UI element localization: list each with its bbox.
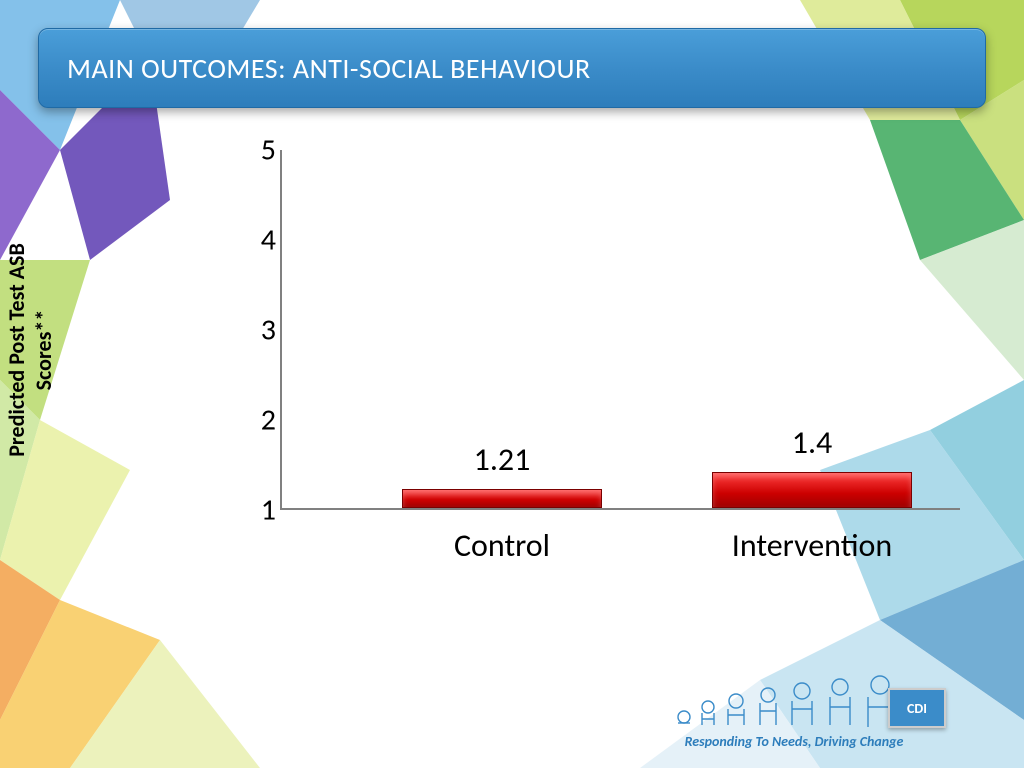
y-tick-label: 1 <box>236 492 276 529</box>
slide-title: MAIN OUTCOMES: ANTI-SOCIAL BEHAVIOUR <box>67 51 591 86</box>
bar-value-label: 1.21 <box>402 440 602 479</box>
plot-area: 123451.21Control1.4Intervention <box>280 150 960 510</box>
category-label: Intervention <box>682 508 942 565</box>
bar <box>402 489 602 508</box>
bar <box>712 472 912 508</box>
footer-logo: Responding To Needs, Driving Change CDI <box>624 675 964 750</box>
bar-value-label: 1.4 <box>712 423 912 462</box>
y-tick-label: 2 <box>236 402 276 439</box>
y-tick-label: 4 <box>236 222 276 259</box>
bar-chart: Predicted Post Test ASB Scores** 123451.… <box>150 140 970 560</box>
people-silhouette-icon <box>664 675 924 731</box>
bar-control: 1.21Control <box>402 489 602 508</box>
category-label: Control <box>372 508 632 565</box>
slide-title-bar: MAIN OUTCOMES: ANTI-SOCIAL BEHAVIOUR <box>38 28 986 108</box>
cdi-badge: CDI <box>888 688 946 728</box>
footer-tagline: Responding To Needs, Driving Change <box>624 733 964 750</box>
y-tick-label: 5 <box>236 132 276 169</box>
y-tick-label: 3 <box>236 312 276 349</box>
bar-intervention: 1.4Intervention <box>712 472 912 508</box>
y-axis-label: Predicted Post Test ASB Scores** <box>3 170 57 530</box>
